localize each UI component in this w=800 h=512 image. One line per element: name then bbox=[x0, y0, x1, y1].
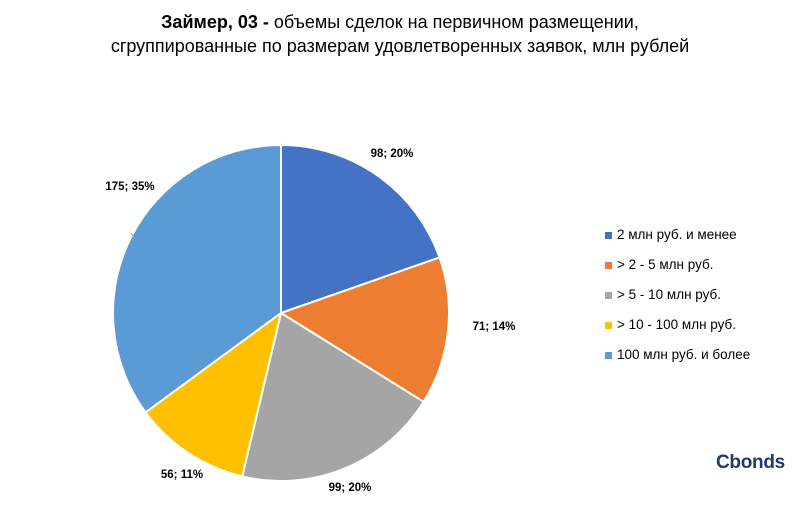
legend-swatch bbox=[605, 231, 612, 239]
legend-label: 2 млн руб. и менее bbox=[617, 227, 737, 242]
leader-line bbox=[130, 232, 135, 238]
legend-label: > 5 - 10 млн руб. bbox=[617, 287, 722, 302]
title-bold: Займер, 03 - bbox=[161, 12, 269, 32]
legend-item-5: 100 млн руб. и более bbox=[605, 346, 750, 364]
cbonds-logo: Cbonds bbox=[716, 452, 785, 473]
pie-slice-5 bbox=[112, 143, 282, 414]
legend-swatch bbox=[605, 351, 612, 359]
chart-title: Займер, 03 - объемы сделок на первичном … bbox=[0, 10, 800, 58]
data-label-2: 71; 14% bbox=[473, 321, 516, 333]
title-line-1: Займер, 03 - объемы сделок на первичном … bbox=[0, 10, 800, 34]
legend-swatch bbox=[605, 321, 612, 329]
legend-swatch bbox=[605, 291, 612, 299]
data-label-4: 56; 11% bbox=[161, 469, 203, 481]
legend-label: 100 млн руб. и более bbox=[617, 347, 751, 362]
pie-slice-4 bbox=[144, 310, 283, 478]
chart-legend: 2 млн руб. и менее > 2 - 5 млн руб. > 5 - … bbox=[605, 226, 750, 376]
legend-item-4: > 10 - 100 млн руб. bbox=[605, 316, 750, 334]
data-label-5: 175; 35% bbox=[105, 181, 154, 193]
pie-slice-3 bbox=[241, 311, 425, 482]
data-label-1: 98; 20% bbox=[371, 148, 414, 160]
data-label-3: 99; 20% bbox=[329, 482, 372, 494]
legend-label: > 2 - 5 млн руб. bbox=[617, 257, 714, 272]
legend-swatch bbox=[605, 261, 612, 269]
title-line-2: сгруппированные по размерам удовлетворен… bbox=[110, 36, 690, 56]
legend-item-2: > 2 - 5 млн руб. bbox=[605, 256, 750, 274]
legend-item-3: > 5 - 10 млн руб. bbox=[605, 286, 750, 304]
title-line-1-rest: объемы сделок на первичном размещении, bbox=[268, 12, 639, 32]
legend-item-1: 2 млн руб. и менее bbox=[605, 226, 750, 244]
pie-slice-2 bbox=[278, 256, 450, 404]
legend-label: > 10 - 100 млн руб. bbox=[617, 317, 737, 332]
